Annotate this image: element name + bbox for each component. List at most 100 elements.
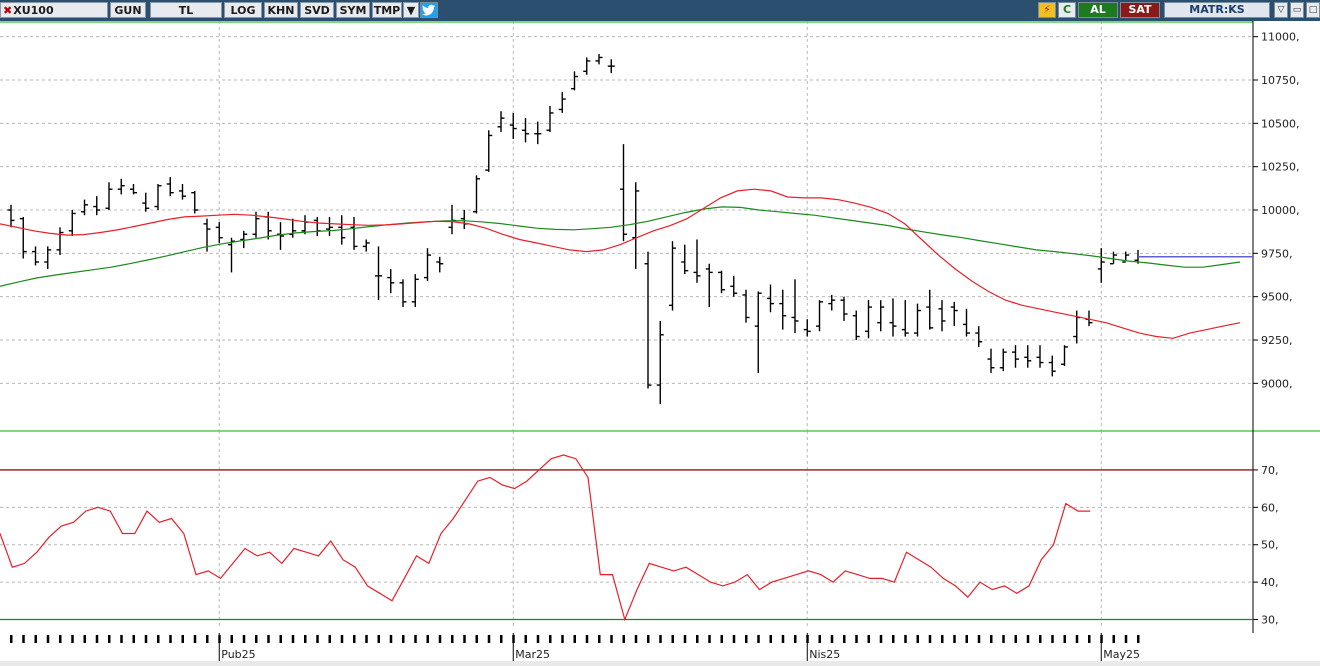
price-tick-label-5: 10250, [1261,161,1300,174]
restore-icon[interactable]: ▭ [1290,2,1304,18]
date-tick-42 [524,635,527,643]
sell-button[interactable]: SAT [1120,2,1160,18]
ohlc-bar-12 [154,184,162,210]
date-tick-66 [818,635,821,643]
date-tick-81 [1002,635,1005,643]
tmp-button[interactable]: TMP [372,2,402,18]
ohlc-bar-56 [693,239,701,283]
ohlc-bar-61 [754,291,762,373]
date-tick-70 [867,635,870,643]
close-symbol-icon[interactable]: ✖ [3,4,13,17]
lightning-icon[interactable]: ⚡ [1038,2,1056,18]
ohlc-bar-40 [497,111,505,132]
ohlc-bar-35 [436,256,444,273]
date-tick-15 [193,635,197,643]
date-tick-25 [316,635,319,643]
sym-button[interactable]: SYM [336,2,370,18]
khn-button[interactable]: KHN [264,2,298,18]
date-tick-28 [353,635,356,643]
date-tick-3 [46,635,50,643]
price-tick-label-0: 9000, [1261,377,1293,390]
ohlc-bar-69 [852,310,860,340]
date-tick-33 [414,635,417,643]
ohlc-bar-73 [901,300,909,337]
ohlc-bar-43 [534,121,542,145]
ohlc-bar-82 [1012,345,1019,368]
ohlc-bar-11 [142,192,150,212]
date-tick-80 [990,635,993,643]
twitter-bird-icon[interactable] [420,2,438,18]
date-tick-0 [10,635,13,643]
price-tick-label-7: 10750, [1261,74,1300,87]
price-axis: 9000, 9250, 9500, 9750, 10000, 10250, 10500, 10… [1253,31,1300,390]
date-tick-59 [732,635,736,643]
period-button[interactable]: GUN [110,2,146,18]
date-tick-27 [340,635,344,643]
date-tick-8 [108,635,111,643]
refresh-button[interactable]: C [1058,2,1076,18]
date-tick-24 [304,635,307,643]
date-tick-78 [965,635,968,643]
rsi-line [0,454,1091,622]
date-tick-46 [573,635,576,643]
ohlc-bar-1 [19,216,27,259]
date-tick-69 [855,635,858,643]
date-tick-71 [879,635,883,643]
ohlc-bar-42 [522,118,529,143]
date-tick-26 [328,635,331,643]
ohlc-bar-44 [546,106,554,132]
ohlc-bar-49 [607,59,615,74]
caret-down-icon[interactable]: ▼ [403,2,419,18]
currency-button[interactable]: TL [150,2,222,18]
ohlc-bar-52 [644,251,652,389]
date-tick-29 [365,635,368,643]
date-tick-34 [426,635,429,643]
ohlc-bar-3 [44,246,52,269]
date-label-1: Mar25 [515,648,550,661]
date-tick-52 [647,635,650,643]
ohlc-bar-8 [105,182,113,210]
chart-area[interactable]: 9000, 9250, 9500, 9750, 10000, 10250, 10500, 10… [0,21,1320,666]
date-tick-32 [402,635,405,643]
date-tick-5 [71,635,74,643]
close-icon[interactable]: □ [1306,2,1320,18]
date-tick-22 [279,635,282,643]
buy-button[interactable]: AL [1078,2,1118,18]
date-tick-58 [720,635,723,643]
symbol-selector[interactable]: ✖XU100 [0,2,108,18]
ohlc-bar-54 [669,241,676,311]
ohlc-bar-30 [375,246,382,301]
ohlc-bar-38 [473,175,480,214]
ohlc-bar-0 [7,204,15,228]
log-button[interactable]: LOG [224,2,262,18]
price-tick-label-6: 10500, [1261,117,1300,130]
ohlc-bar-85 [1048,355,1056,377]
date-tick-19 [242,635,246,643]
date-tick-76 [941,635,944,643]
date-tick-18 [230,635,233,643]
ohlc-bar-26 [326,216,333,236]
rsi-tick-label-1: 40, [1261,576,1279,589]
rsi-axis: 30, 40, 50, 60, 70, [1253,464,1279,627]
ohlc-bar-67 [828,294,836,311]
date-label-2: Nis25 [809,648,840,661]
date-tick-49 [610,635,613,643]
ohlc-bar-68 [840,296,848,321]
ohlc-bar-19 [240,230,248,249]
rsi-panel-grid [0,431,1253,629]
rsi-tick-label-3: 60, [1261,501,1279,514]
date-tick-16 [206,635,209,643]
ohlc-bar-77 [950,301,958,327]
rsi-tick-label-4: 70, [1261,464,1279,477]
date-tick-14 [181,635,184,643]
ohlc-bar-2 [32,246,39,266]
ohlc-bar-4 [56,227,64,256]
price-tick-label-1: 9250, [1261,334,1293,347]
minimize-icon[interactable]: ▽ [1274,2,1288,18]
svd-button[interactable]: SVD [300,2,334,18]
date-tick-44 [549,635,552,643]
date-tick-55 [683,635,687,643]
date-tick-6 [83,635,86,643]
price-tick-label-4: 10000, [1261,204,1300,217]
date-tick-38 [475,635,478,643]
